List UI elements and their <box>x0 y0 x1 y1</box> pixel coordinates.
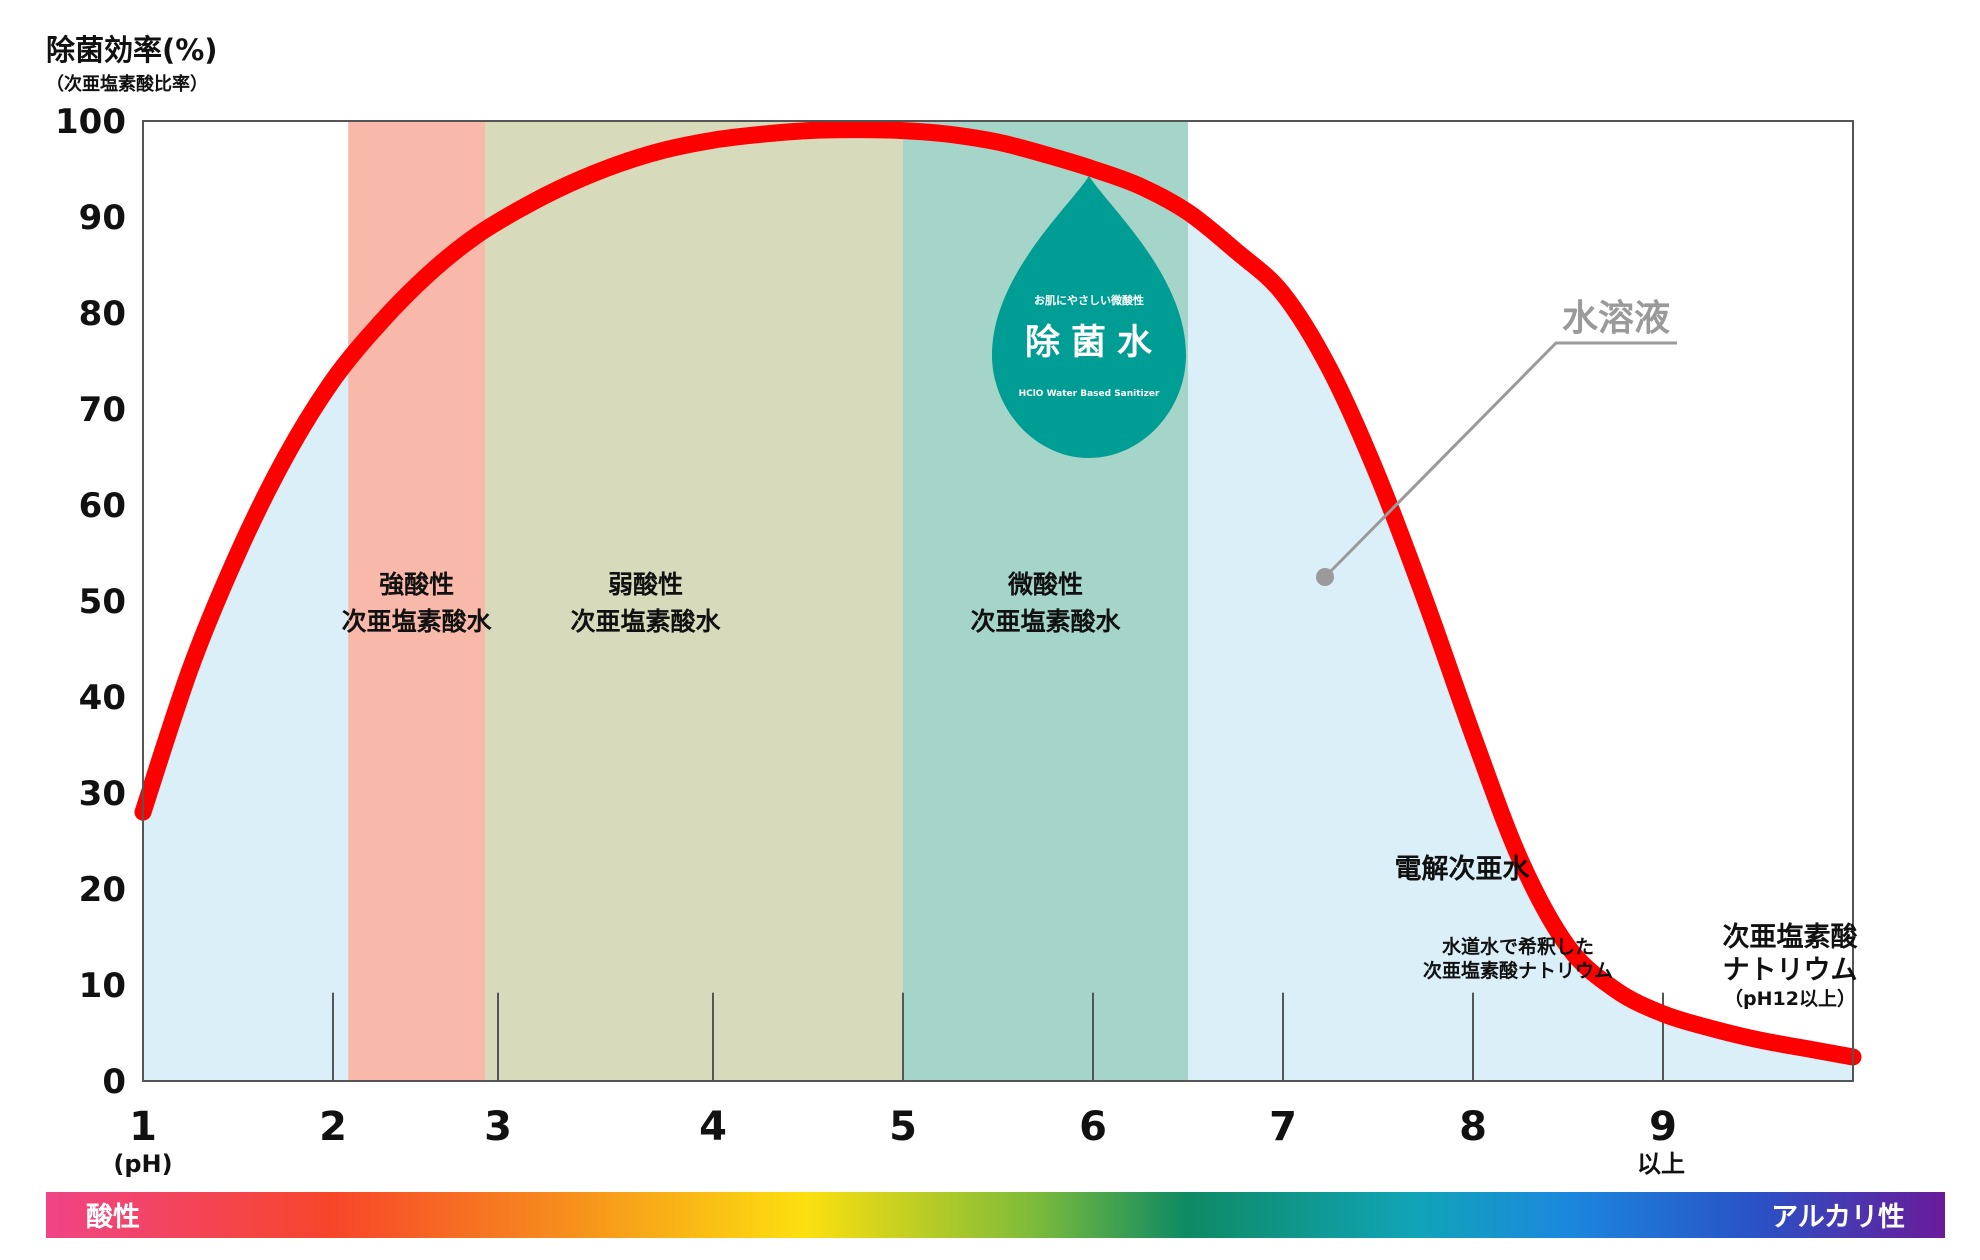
y-tick-label: 100 <box>55 102 126 142</box>
diluted-label-line1: 水道水で希釈した <box>1442 935 1594 958</box>
alkaline-label: アルカリ性 <box>1771 1202 1905 1233</box>
droplet-main-text: 除菌水 <box>1025 323 1163 363</box>
zone-sublabel-2: 次亜塩素酸水 <box>570 607 721 636</box>
y-tick-label: 20 <box>79 870 126 910</box>
zone-label-0: 強酸性 <box>379 570 454 599</box>
x-tick-label: 5 <box>889 1104 917 1150</box>
callout-dot <box>1316 568 1334 586</box>
y-tick-label: 70 <box>79 390 126 430</box>
diluted-label-line2: 次亜塩素酸ナトリウム <box>1423 959 1613 982</box>
x-tick-label: 8 <box>1459 1104 1487 1150</box>
zone-sublabel-3: 次亜塩素酸水 <box>970 607 1121 636</box>
x-tick-label: 7 <box>1269 1104 1297 1150</box>
y-tick-label: 0 <box>102 1062 126 1102</box>
droplet-sub-text: HClO Water Based Sanitizer <box>1019 389 1160 399</box>
y-tick-label: 10 <box>79 966 126 1006</box>
sodium-label-line2: ナトリウム <box>1723 955 1858 986</box>
plot-frame <box>142 120 1854 1082</box>
zone-label-3: 微酸性 <box>1007 570 1083 599</box>
callout-line <box>1323 341 1677 579</box>
y-tick-label: 80 <box>79 294 126 334</box>
efficiency-curve <box>134 121 1862 1066</box>
x-tick-label: 6 <box>1079 1104 1107 1150</box>
ph-gradient <box>46 1192 1945 1238</box>
x-axis-unit: (pH) <box>113 1150 172 1178</box>
zone-sublabel-0: 次亜塩素酸水 <box>342 607 493 636</box>
y-tick-label: 30 <box>79 774 126 814</box>
zone-band-2 <box>485 121 903 1081</box>
x-tick-label: 1 <box>129 1104 157 1150</box>
y-axis-title: 除菌効率(%) <box>46 33 218 67</box>
callout-label: 水溶液 <box>1562 298 1670 339</box>
plot-area <box>134 121 1862 1082</box>
x-tick-label: 2 <box>319 1104 347 1150</box>
x-tick-label: 4 <box>699 1104 727 1150</box>
x-tick-label: 3 <box>484 1104 512 1150</box>
sodium-label-line1: 次亜塩素酸 <box>1723 922 1859 953</box>
y-tick-label: 40 <box>79 678 126 718</box>
y-tick-labels: 0 10 20 30 40 50 60 70 80 90 100 <box>55 102 126 1102</box>
x-tick-labels: 1 2 3 4 5 6 7 8 9 <box>129 1104 1677 1150</box>
y-axis-subtitle: （次亜塩素酸比率） <box>46 73 208 95</box>
electrolyzed-label: 電解次亜水 <box>1395 854 1531 885</box>
acidic-label: 酸性 <box>86 1202 140 1233</box>
droplet-shape <box>992 176 1186 458</box>
x-tick-label: 9 <box>1649 1104 1677 1150</box>
y-tick-label: 90 <box>79 198 126 238</box>
y-tick-label: 60 <box>79 486 126 526</box>
sodium-label-line3: （pH12以上） <box>1724 987 1856 1010</box>
ph-gradient-bar: 酸性 アルカリ性 <box>46 1192 1945 1238</box>
x-tick-9-sub: 以上 <box>1637 1150 1685 1178</box>
droplet-top-text: お肌にやさしい微酸性 <box>1034 293 1144 307</box>
y-tick-label: 50 <box>79 582 126 622</box>
sanitizer-droplet: お肌にやさしい微酸性 除菌水 HClO Water Based Sanitize… <box>992 176 1186 458</box>
zone-label-2: 弱酸性 <box>608 570 683 599</box>
solution-callout: 水溶液 <box>1316 298 1677 586</box>
